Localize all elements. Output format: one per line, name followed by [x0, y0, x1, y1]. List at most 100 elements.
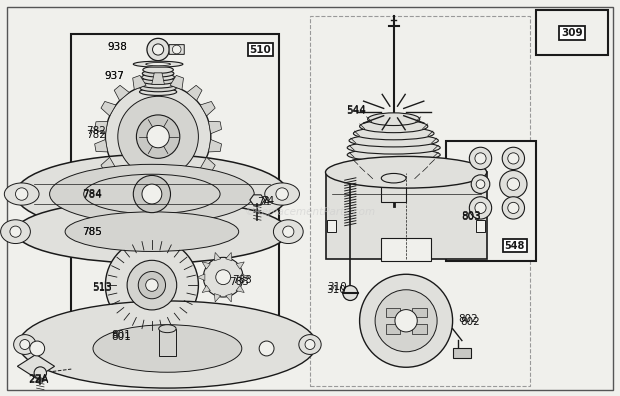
Ellipse shape [19, 301, 316, 388]
Text: 803: 803 [461, 212, 481, 222]
Ellipse shape [141, 81, 175, 88]
Text: 801: 801 [111, 329, 131, 340]
Text: 784: 784 [82, 190, 102, 200]
Ellipse shape [349, 134, 438, 147]
Text: 937: 937 [105, 71, 125, 81]
Circle shape [30, 341, 45, 356]
Text: 74: 74 [261, 196, 275, 206]
Text: 783: 783 [229, 277, 249, 287]
Polygon shape [197, 274, 205, 280]
Circle shape [10, 226, 21, 237]
Text: 937: 937 [105, 71, 125, 81]
Circle shape [475, 153, 486, 164]
Ellipse shape [65, 212, 239, 251]
Circle shape [469, 197, 492, 219]
Bar [71, 34, 279, 358]
Polygon shape [187, 173, 202, 188]
Ellipse shape [16, 154, 288, 234]
Circle shape [127, 260, 177, 310]
Polygon shape [236, 262, 244, 269]
Ellipse shape [143, 66, 174, 73]
Text: 784: 784 [82, 189, 102, 199]
Ellipse shape [326, 156, 487, 188]
Bar [326, 172, 487, 259]
Polygon shape [170, 75, 184, 89]
Circle shape [142, 184, 162, 204]
Polygon shape [170, 184, 184, 198]
Ellipse shape [93, 325, 242, 372]
Ellipse shape [140, 85, 176, 92]
Circle shape [138, 272, 166, 299]
Ellipse shape [50, 164, 254, 224]
Circle shape [502, 197, 525, 219]
Text: 785: 785 [82, 227, 102, 237]
Text: 544: 544 [347, 106, 366, 116]
Circle shape [20, 339, 30, 350]
Circle shape [502, 147, 525, 169]
Circle shape [172, 45, 181, 54]
Circle shape [118, 96, 198, 177]
Ellipse shape [352, 156, 436, 168]
Circle shape [508, 153, 519, 164]
Ellipse shape [16, 200, 288, 263]
Circle shape [476, 180, 485, 188]
Polygon shape [95, 121, 108, 134]
Bar [159, 329, 176, 356]
Circle shape [203, 257, 243, 297]
Ellipse shape [299, 335, 321, 354]
Ellipse shape [1, 220, 30, 244]
Text: 544: 544 [347, 105, 366, 115]
Ellipse shape [360, 163, 428, 175]
Polygon shape [17, 354, 55, 378]
Circle shape [147, 38, 169, 61]
Ellipse shape [369, 170, 418, 183]
Ellipse shape [140, 88, 177, 95]
Circle shape [34, 367, 46, 379]
Ellipse shape [347, 148, 440, 161]
Bar [381, 178, 406, 202]
Polygon shape [114, 173, 130, 188]
Polygon shape [202, 285, 210, 293]
Polygon shape [133, 75, 146, 89]
Ellipse shape [353, 127, 434, 140]
Circle shape [507, 178, 520, 190]
Circle shape [146, 279, 158, 291]
Polygon shape [236, 285, 244, 293]
Ellipse shape [84, 174, 220, 214]
Bar [476, 220, 485, 232]
Text: 938: 938 [108, 42, 128, 52]
Text: 310: 310 [326, 285, 346, 295]
Text: ©ReplacementParts.com: ©ReplacementParts.com [244, 207, 376, 217]
Polygon shape [242, 274, 249, 280]
Circle shape [508, 202, 519, 213]
Polygon shape [101, 101, 116, 116]
Ellipse shape [368, 113, 420, 126]
Ellipse shape [273, 220, 303, 244]
Text: 782: 782 [86, 126, 106, 137]
Ellipse shape [143, 70, 174, 77]
Circle shape [259, 341, 274, 356]
Polygon shape [114, 85, 130, 101]
Text: 513: 513 [92, 282, 112, 292]
Polygon shape [200, 157, 215, 172]
Ellipse shape [159, 325, 176, 333]
Circle shape [343, 286, 358, 301]
Polygon shape [95, 139, 108, 152]
Bar [386, 308, 401, 317]
Ellipse shape [381, 173, 406, 183]
Polygon shape [226, 252, 232, 261]
Text: 548: 548 [505, 240, 525, 251]
Bar [386, 324, 401, 334]
Circle shape [133, 175, 171, 213]
Circle shape [395, 310, 417, 332]
Circle shape [375, 290, 437, 352]
Text: 802: 802 [458, 314, 478, 324]
Circle shape [147, 126, 169, 148]
Text: 785: 785 [82, 227, 102, 237]
Ellipse shape [142, 74, 174, 81]
Polygon shape [215, 293, 221, 302]
Polygon shape [208, 121, 221, 134]
Text: 938: 938 [108, 42, 128, 52]
Circle shape [283, 226, 294, 237]
Circle shape [360, 274, 453, 367]
